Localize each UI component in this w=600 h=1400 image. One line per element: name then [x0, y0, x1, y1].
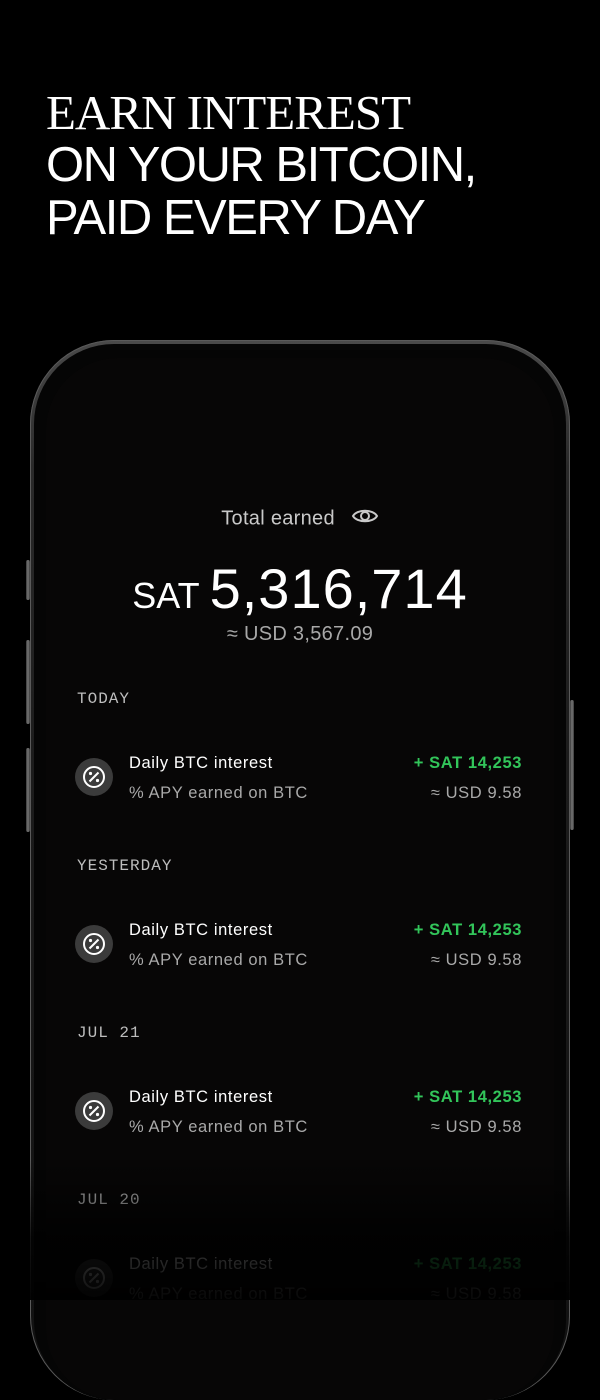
transaction-title: Daily BTC interest	[129, 754, 273, 772]
section-title-yesterday: YESTERDAY	[77, 857, 173, 875]
headline-line-3: PAID EVERY DAY	[46, 191, 426, 245]
total-earned-header: Total earned	[0, 506, 600, 532]
total-currency: SAT	[132, 575, 200, 616]
headline-line-1: EARN INTEREST	[46, 85, 411, 140]
transaction-amount: + SAT 14,253	[413, 1088, 522, 1106]
transaction-subtitle: % APY earned on BTC	[129, 1285, 308, 1303]
percent-icon	[75, 1092, 113, 1130]
transaction-subtitle: % APY earned on BTC	[129, 1118, 308, 1136]
transaction-usd: ≈ USD 9.58	[430, 784, 522, 802]
transaction-title: Daily BTC interest	[129, 921, 273, 939]
transaction-usd: ≈ USD 9.58	[430, 1118, 522, 1136]
transaction-usd: ≈ USD 9.58	[430, 951, 522, 969]
section-title-jul-21: JUL 21	[77, 1024, 141, 1042]
transaction-subtitle: % APY earned on BTC	[129, 951, 308, 969]
transaction-row[interactable]: Daily BTC interest % APY earned on BTC +…	[75, 921, 522, 983]
total-value: 5,316,714	[209, 557, 468, 620]
total-usd-equivalent: ≈ USD 3,567.09	[226, 623, 374, 645]
percent-icon	[75, 758, 113, 796]
phone-silent-switch	[26, 560, 30, 600]
total-earned-label: Total earned	[221, 507, 335, 530]
headline-line-2: ON YOUR BITCOIN,	[46, 138, 477, 192]
phone-volume-up-button	[26, 640, 30, 724]
section-title-jul-20: JUL 20	[77, 1191, 141, 1209]
transaction-row[interactable]: Daily BTC interest % APY earned on BTC +…	[75, 1088, 522, 1150]
transaction-subtitle: % APY earned on BTC	[129, 784, 308, 802]
transaction-row[interactable]: Daily BTC interest % APY earned on BTC +…	[75, 1255, 522, 1317]
transaction-title: Daily BTC interest	[129, 1255, 273, 1273]
percent-icon	[75, 925, 113, 963]
percent-icon	[75, 1259, 113, 1297]
transaction-title: Daily BTC interest	[129, 1088, 273, 1106]
phone-power-button	[570, 700, 574, 830]
transaction-usd: ≈ USD 9.58	[430, 1285, 522, 1303]
eye-icon[interactable]	[351, 506, 379, 532]
transaction-amount: + SAT 14,253	[413, 921, 522, 939]
phone-volume-down-button	[26, 748, 30, 832]
promo-headline: EARN INTEREST ON YOUR BITCOIN, PAID EVER…	[46, 85, 477, 245]
total-earned-amount: SAT 5,316,714	[0, 556, 600, 621]
transaction-row[interactable]: Daily BTC interest % APY earned on BTC +…	[75, 754, 522, 816]
transaction-amount: + SAT 14,253	[413, 1255, 522, 1273]
transaction-amount: + SAT 14,253	[413, 754, 522, 772]
section-title-today: TODAY	[77, 690, 131, 708]
